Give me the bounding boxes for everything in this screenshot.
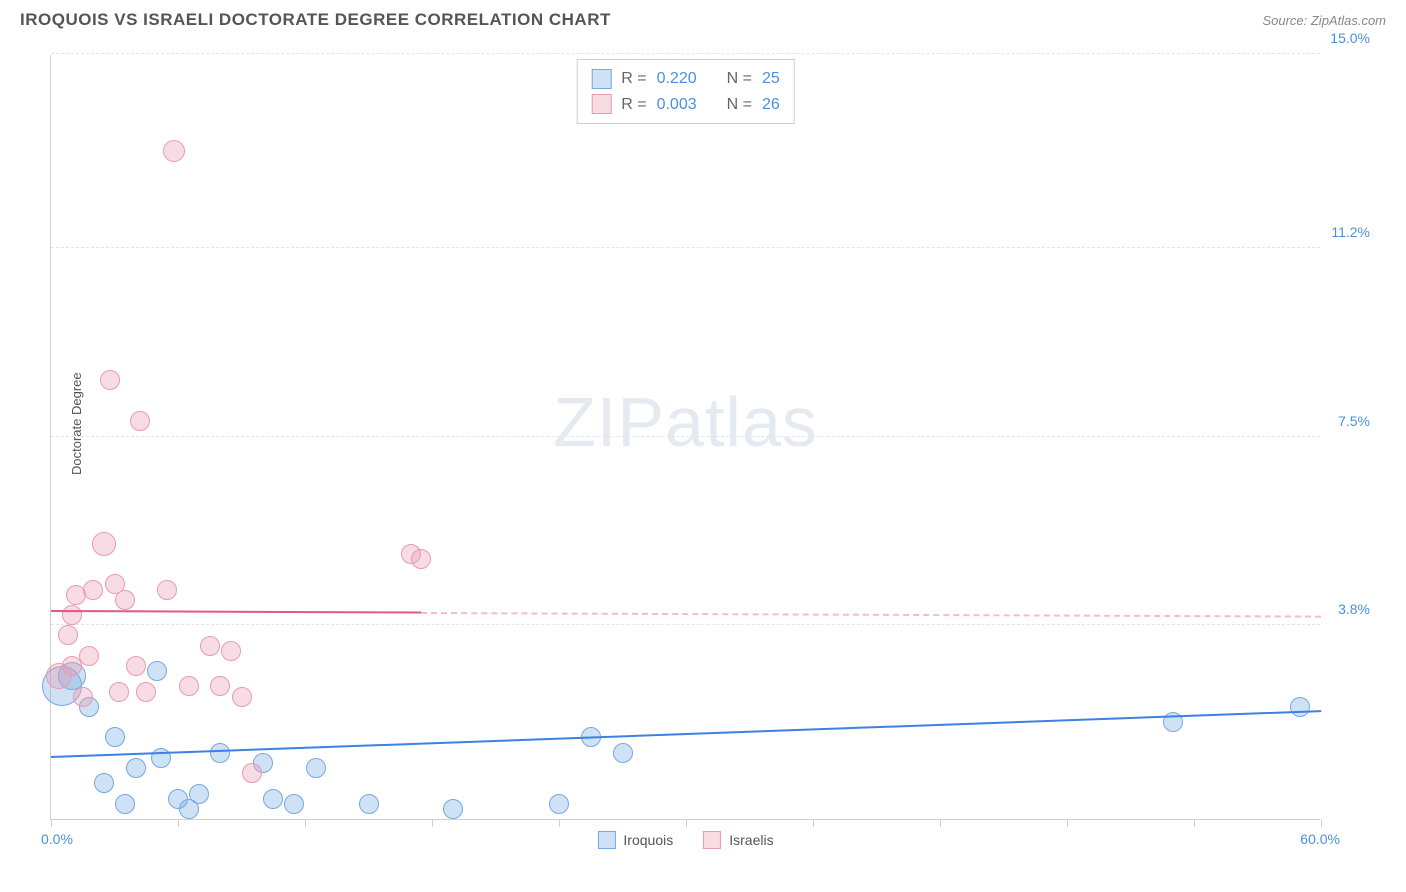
x-tick <box>51 819 52 827</box>
series-legend: Iroquois Israelis <box>597 831 773 849</box>
regression-line <box>421 612 1321 618</box>
legend-row: R =0.220N =25 <box>591 66 780 92</box>
data-point <box>115 794 135 814</box>
x-tick <box>1194 819 1195 827</box>
data-point <box>210 676 230 696</box>
data-point <box>147 661 167 681</box>
data-point <box>73 687 93 707</box>
legend-item: Iroquois <box>597 831 673 849</box>
gridline <box>51 53 1320 54</box>
y-axis-label: Doctorate Degree <box>69 372 84 475</box>
regression-line <box>51 710 1321 758</box>
data-point <box>200 636 220 656</box>
y-tick-label: 3.8% <box>1338 601 1370 617</box>
watermark: ZIPatlas <box>553 382 818 462</box>
data-point <box>284 794 304 814</box>
data-point <box>58 625 78 645</box>
gridline <box>51 436 1320 437</box>
correlation-legend: R =0.220N =25R =0.003N =26 <box>576 59 795 124</box>
data-point <box>549 794 569 814</box>
data-point <box>263 789 283 809</box>
legend-swatch <box>597 831 615 849</box>
x-tick <box>1067 819 1068 827</box>
data-point <box>109 682 129 702</box>
data-point <box>92 532 116 556</box>
x-axis-min-label: 0.0% <box>41 831 73 847</box>
gridline <box>51 247 1320 248</box>
data-point <box>443 799 463 819</box>
data-point <box>83 580 103 600</box>
x-tick <box>686 819 687 827</box>
legend-swatch <box>591 69 611 89</box>
data-point <box>115 590 135 610</box>
data-point <box>62 605 82 625</box>
data-point <box>1290 697 1310 717</box>
data-point <box>210 743 230 763</box>
data-point <box>94 773 114 793</box>
gridline <box>51 624 1320 625</box>
source-attribution: Source: ZipAtlas.com <box>1262 13 1386 28</box>
data-point <box>130 411 150 431</box>
data-point <box>105 727 125 747</box>
x-tick <box>305 819 306 827</box>
chart-title: IROQUOIS VS ISRAELI DOCTORATE DEGREE COR… <box>20 10 611 30</box>
data-point <box>242 763 262 783</box>
data-point <box>189 784 209 804</box>
y-tick-label: 15.0% <box>1330 30 1370 46</box>
scatter-chart: ZIPatlas Doctorate Degree 3.8%7.5%11.2%1… <box>50 55 1320 820</box>
x-axis-max-label: 60.0% <box>1300 831 1340 847</box>
data-point <box>126 656 146 676</box>
data-point <box>613 743 633 763</box>
x-tick <box>432 819 433 827</box>
data-point <box>232 687 252 707</box>
data-point <box>100 370 120 390</box>
legend-swatch <box>703 831 721 849</box>
data-point <box>179 676 199 696</box>
data-point <box>126 758 146 778</box>
data-point <box>359 794 379 814</box>
y-tick-label: 11.2% <box>1331 224 1370 240</box>
data-point <box>221 641 241 661</box>
regression-line <box>51 610 421 613</box>
legend-row: R =0.003N =26 <box>591 92 780 118</box>
data-point <box>136 682 156 702</box>
legend-swatch <box>591 94 611 114</box>
x-tick <box>813 819 814 827</box>
legend-item: Israelis <box>703 831 773 849</box>
y-tick-label: 7.5% <box>1338 413 1370 429</box>
data-point <box>79 646 99 666</box>
data-point <box>411 549 431 569</box>
x-tick <box>178 819 179 827</box>
x-tick <box>1321 819 1322 827</box>
data-point <box>157 580 177 600</box>
x-tick <box>559 819 560 827</box>
data-point <box>163 140 185 162</box>
x-tick <box>940 819 941 827</box>
data-point <box>306 758 326 778</box>
